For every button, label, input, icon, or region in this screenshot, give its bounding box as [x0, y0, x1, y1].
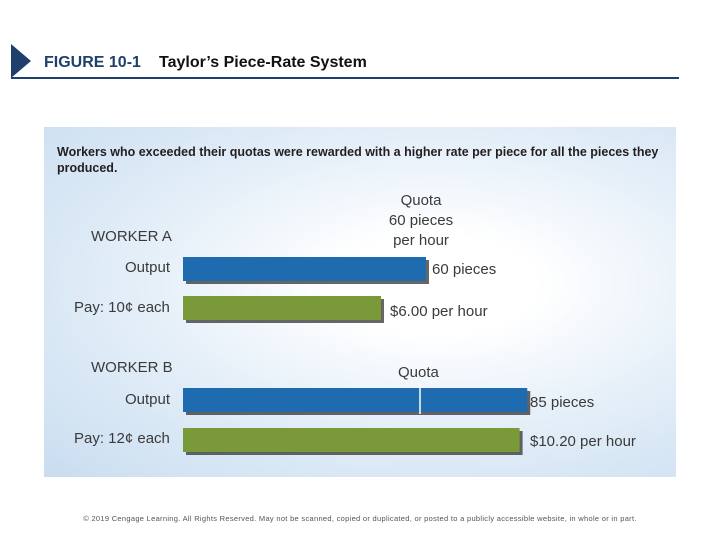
- figure-title: Taylor’s Piece-Rate System: [159, 54, 367, 71]
- copyright-notice: © 2019 Cengage Learning. All Rights Rese…: [83, 514, 637, 523]
- quota-label-b: Quota: [398, 364, 439, 381]
- worker-b-output-bar: [183, 388, 531, 415]
- worker-b-label: WORKER B: [91, 359, 173, 376]
- figure-caption: Workers who exceeded their quotas were r…: [57, 145, 659, 175]
- header-arrow-icon: [11, 44, 31, 78]
- quota-label-a-line-1: Quota: [400, 192, 442, 209]
- worker-b-output-label: Output: [125, 391, 171, 408]
- figure-header: [11, 44, 679, 79]
- worker-b-output-value-label: 85 pieces: [530, 394, 595, 411]
- worker-b-pay-value-label: $10.20 per hour: [530, 433, 636, 450]
- worker-a-pay-label: Pay: 10¢ each: [74, 299, 170, 316]
- quota-label-a: Quota 60 pieces per hour: [361, 191, 481, 251]
- worker-a-pay-bar: [183, 296, 384, 323]
- worker-b-pay-label: Pay: 12¢ each: [74, 430, 170, 447]
- worker-a-output-value-label: 60 pieces: [432, 261, 497, 278]
- worker-a-output-label: Output: [125, 259, 171, 276]
- header-rule: [11, 77, 679, 79]
- worker-a-label: WORKER A: [91, 228, 172, 245]
- worker-b-pay-bar: [183, 428, 523, 455]
- worker-a-pay-value-label: $6.00 per hour: [390, 303, 488, 320]
- worker-a-output-bar: [183, 257, 429, 284]
- quota-label-a-line-2: 60 pieces: [388, 212, 454, 229]
- figure-label: FIGURE 10-1: [44, 54, 141, 71]
- quota-label-a-line-3: per hour: [393, 232, 449, 249]
